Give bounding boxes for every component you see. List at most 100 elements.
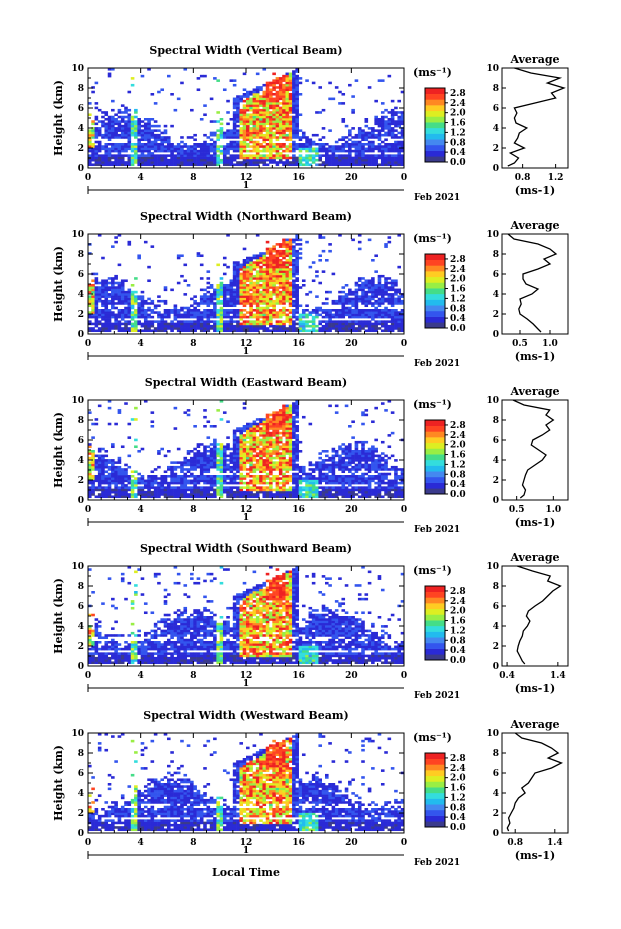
heatmap-cell [232,284,237,287]
heatmap-cell [206,461,211,464]
heatmap-cell [394,161,398,164]
heatmap-cell [186,311,191,314]
heatmap-cell [91,127,95,130]
heatmap-cell [229,156,234,160]
heatmap-cell [94,495,99,499]
heatmap-cell [255,143,260,146]
heatmap-cell [130,322,135,326]
heatmap-cell [371,322,375,326]
heatmap-cell [298,77,303,80]
heatmap-cell [259,129,263,132]
heatmap-cell [91,454,95,458]
heatmap-cell [239,290,244,294]
heatmap-cell [199,327,204,330]
heatmap-cell [344,327,349,330]
heatmap-cell [101,459,105,462]
heatmap-cell [147,158,151,162]
heatmap-cell [331,309,336,312]
heatmap-cell [101,136,105,139]
heatmap-cell [246,484,250,487]
heatmap-cell [183,456,188,460]
heatmap-cell [219,443,224,446]
heatmap-cell [246,136,250,139]
heatmap-cell [104,145,109,148]
heatmap-cell [331,145,336,148]
avg-frame [501,233,569,335]
heatmap-cell [127,313,132,317]
heatmap-cell [206,315,211,319]
heatmap-cell [292,145,296,148]
heatmap-cell [367,295,372,298]
heatmap-cell [292,140,296,144]
heatmap-cell [147,302,151,305]
heatmap-cell [193,161,197,164]
heatmap-cell [338,320,342,323]
heatmap-cell [117,456,122,460]
heatmap-cell [249,288,253,292]
heatmap-cell [252,256,257,260]
heatmap-cell [183,459,188,462]
heatmap-cell [341,154,346,157]
heatmap-cell [341,290,346,294]
heatmap-cell [262,445,267,449]
heatmap-cell [157,477,161,480]
heatmap-cell [255,306,260,310]
heatmap-cell [265,322,270,326]
heatmap-cell [88,138,92,142]
heatmap-cell [278,431,283,435]
heatmap-cell [209,484,214,487]
heatmap-cell [216,136,220,139]
avg-frame [501,67,569,169]
heatmap-cell [107,136,112,139]
heatmap-cell [295,131,299,135]
heatmap-cell [255,93,260,96]
heatmap-cell [97,320,102,323]
heatmap-cell [153,161,158,164]
heatmap-cell [216,156,220,160]
heatmap-cell [351,290,355,294]
heatmap-cell [176,313,181,317]
heatmap-cell [249,461,253,464]
heatmap-cell [219,161,224,164]
heatmap-cell [344,161,349,164]
heatmap-cell [167,313,171,317]
heatmap-cell [91,306,95,310]
heatmap-cell [232,131,237,135]
heatmap-cell [387,154,392,157]
heatmap-cell [120,322,125,326]
heatmap-cell [384,322,388,326]
heatmap-cell [111,108,115,112]
heatmap-cell [374,295,378,298]
heatmap-cell [315,163,319,167]
heatmap-cell [246,320,250,323]
heatmap-cell [130,486,135,489]
heatmap-cell [348,158,352,162]
heatmap-cell [377,302,382,305]
heatmap-cell [292,274,296,278]
heatmap-cell [203,145,207,148]
heatmap-cell [127,488,132,492]
heatmap-cell [147,477,151,480]
heatmap-cell [114,113,118,117]
heatmap-cell [305,138,309,142]
heatmap-cell [107,465,112,469]
heatmap-cell [160,154,165,157]
heatmap-cell [101,456,105,460]
heatmap-cell [203,133,207,137]
heatmap-cell [120,493,125,496]
heatmap-cell [232,329,237,333]
heatmap-cell [390,295,395,298]
heatmap-cell [219,329,224,333]
heatmap-cell [351,304,355,308]
heatmap-cell [209,459,214,462]
heatmap-cell [354,293,359,296]
heatmap-cell [236,461,240,464]
heatmap-cell [190,490,194,494]
heatmap-cell [318,86,323,89]
heatmap-cell [371,161,375,164]
heatmap-cell [292,72,296,76]
heatmap-cell [265,422,270,426]
heatmap-cell [147,129,151,132]
heatmap-cell [262,427,267,430]
heatmap-cell [325,302,329,305]
